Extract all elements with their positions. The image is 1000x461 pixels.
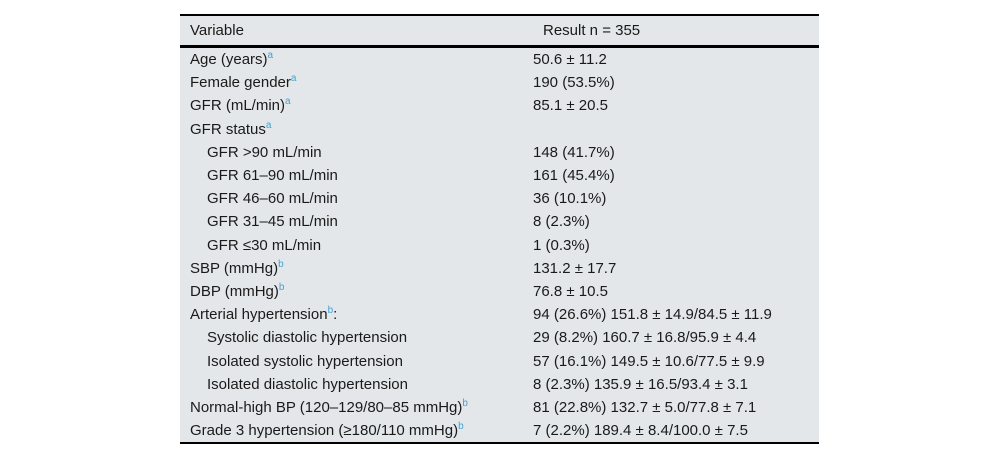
table-row: SBP (mmHg)b 131.2 ± 17.7: [180, 257, 819, 280]
variable-cell: GFR 31–45 mL/min: [180, 210, 533, 233]
table-row: Normal-high BP (120–129/80–85 mmHg)b 81 …: [180, 396, 819, 419]
variable-label: GFR 31–45 mL/min: [207, 213, 338, 231]
result-cell: 1 (0.3%): [533, 236, 590, 254]
variable-cell: Arterial hypertensionb:: [180, 303, 533, 326]
variable-label: DBP (mmHg): [190, 283, 279, 301]
variable-suffix: :: [333, 306, 338, 324]
result-cell: 190 (53.5%): [533, 74, 615, 92]
table-row: GFR 61–90 mL/min 161 (45.4%): [180, 164, 819, 187]
table-row: GFR 31–45 mL/min 8 (2.3%): [180, 210, 819, 233]
variable-label: Systolic diastolic hypertension: [207, 329, 408, 347]
table-row: GFR ≤30 mL/min 1 (0.3%): [180, 234, 819, 257]
variable-cell: GFR 61–90 mL/min: [180, 164, 533, 187]
table-row: Female gendera 190 (53.5%): [180, 71, 819, 94]
table-row: Systolic diastolic hypertension 29 (8.2%…: [180, 326, 819, 349]
table-row: GFR >90 mL/min 148 (41.7%): [180, 141, 819, 164]
variable-label: Age (years): [190, 51, 268, 68]
footnote-marker: b: [278, 282, 285, 294]
variable-cell: GFR 46–60 mL/min: [180, 187, 533, 210]
variable-cell: Grade 3 hypertension (≥180/110 mmHg)b: [180, 419, 533, 443]
result-cell: 76.8 ± 10.5: [533, 283, 608, 301]
footnote-marker: b: [462, 398, 468, 410]
variable-cell: GFR >90 mL/min: [180, 141, 533, 164]
variable-label: Normal-high BP (120–129/80–85 mmHg): [190, 399, 463, 417]
variable-label: GFR 46–60 mL/min: [207, 190, 338, 208]
result-cell: 50.6 ± 11.2: [533, 51, 607, 68]
result-cell: 85.1 ± 20.5: [533, 97, 608, 115]
column-header-variable: Variable: [180, 15, 533, 48]
table-row: Age (years)a 50.6 ± 11.2: [180, 47, 819, 72]
result-cell: 148 (41.7%): [533, 143, 615, 161]
header-row: Variable Result n = 355: [180, 15, 819, 48]
variable-cell: GFR statusa: [180, 118, 533, 141]
variable-cell: Female gendera: [180, 71, 533, 94]
variable-cell: DBP (mmHg)b: [180, 280, 533, 303]
table-row: GFR (mL/min)a 85.1 ± 20.5: [180, 94, 819, 117]
variable-cell: Normal-high BP (120–129/80–85 mmHg)b: [180, 396, 533, 419]
table-row: GFR 46–60 mL/min 36 (10.1%): [180, 187, 819, 210]
table-row: Isolated diastolic hypertension 8 (2.3%)…: [180, 373, 819, 396]
result-cell: 8 (2.3%): [533, 213, 590, 231]
result-cell: 29 (8.2%) 160.7 ± 16.8/95.9 ± 4.4: [533, 329, 757, 347]
footnote-marker: a: [267, 50, 274, 61]
variable-label: GFR status: [190, 120, 266, 138]
footnote-marker: b: [458, 421, 464, 433]
result-cell: 94 (26.6%) 151.8 ± 14.9/84.5 ± 11.9: [533, 306, 772, 324]
variable-label: SBP (mmHg): [190, 259, 279, 277]
variable-label: Isolated diastolic hypertension: [207, 375, 408, 393]
variable-cell: SBP (mmHg)b: [180, 257, 533, 280]
table-row: Arterial hypertensionb: 94 (26.6%) 151.8…: [180, 303, 819, 326]
result-cell: 7 (2.2%) 189.4 ± 8.4/100.0 ± 7.5: [533, 422, 748, 440]
footnote-marker: a: [265, 119, 272, 131]
variable-label: Isolated systolic hypertension: [207, 352, 403, 370]
result-cell: 8 (2.3%) 135.9 ± 16.5/93.4 ± 3.1: [533, 375, 748, 393]
table-header: Variable Result n = 355: [180, 15, 819, 48]
table-body: Age (years)a 50.6 ± 11.2 Female gendera …: [180, 47, 819, 444]
table-row: Grade 3 hypertension (≥180/110 mmHg)b 7 …: [180, 419, 819, 443]
result-cell: [533, 118, 819, 141]
variable-cell: Isolated systolic hypertension: [180, 350, 533, 373]
variable-label: GFR (mL/min): [190, 97, 285, 115]
variable-cell: Isolated diastolic hypertension: [180, 373, 533, 396]
footnote-marker: b: [327, 305, 334, 317]
variable-label: GFR ≤30 mL/min: [207, 236, 322, 254]
variable-cell: Age (years)a: [180, 47, 533, 72]
table-row: Isolated systolic hypertension 57 (16.1%…: [180, 350, 819, 373]
variable-cell: Systolic diastolic hypertension: [180, 326, 533, 349]
result-cell: 36 (10.1%): [533, 190, 607, 208]
table-row: GFR statusa: [180, 118, 819, 141]
variable-label: Arterial hypertension: [190, 306, 328, 324]
variable-cell: GFR ≤30 mL/min: [180, 234, 533, 257]
table-row: DBP (mmHg)b 76.8 ± 10.5: [180, 280, 819, 303]
result-cell: 81 (22.8%) 132.7 ± 5.0/77.8 ± 7.1: [533, 399, 757, 417]
result-cell: 161 (45.4%): [533, 167, 615, 185]
variable-label: GFR >90 mL/min: [207, 143, 322, 161]
variable-label: Grade 3 hypertension (≥180/110 mmHg): [190, 422, 459, 440]
variable-cell: GFR (mL/min)a: [180, 94, 533, 117]
column-header-result: Result n = 355: [533, 15, 819, 48]
variable-label: Female gender: [190, 74, 291, 92]
results-table-container: Variable Result n = 355 Age (years)a 50.…: [180, 14, 819, 445]
footnote-marker: a: [290, 73, 297, 85]
result-cell: 131.2 ± 17.7: [533, 259, 617, 277]
result-cell: 57 (16.1%) 149.5 ± 10.6/77.5 ± 9.9: [533, 352, 765, 370]
results-table: Variable Result n = 355 Age (years)a 50.…: [180, 14, 819, 445]
footnote-marker: b: [278, 258, 284, 270]
variable-label: GFR 61–90 mL/min: [207, 167, 338, 185]
footnote-marker: a: [285, 96, 291, 108]
